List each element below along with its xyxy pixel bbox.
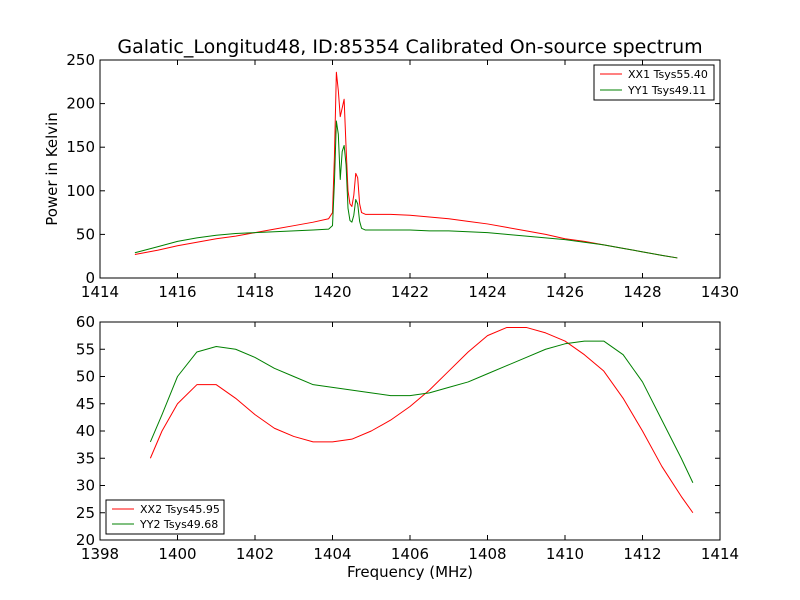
series-line-yy2 — [149, 340, 694, 483]
x-tick-label: 1406 — [391, 545, 429, 563]
bottom-ticks-group: 1398 1400 1402 1404 1406 1408 1410 1412 1414 20 25… — [76, 313, 739, 563]
y-axis-label: Power in Kelvin — [43, 112, 61, 226]
legend-label-xx1: XX1 Tsys55.40 — [628, 68, 708, 81]
x-tick-label: 1414 — [81, 283, 119, 301]
legend-label-yy1: YY1 Tsys49.11 — [627, 84, 706, 97]
x-tick-label: 1420 — [313, 283, 351, 301]
y-tick-label: 250 — [66, 51, 95, 69]
x-tick-label: 1422 — [391, 283, 429, 301]
y-tick-label: 30 — [76, 477, 95, 495]
y-tick-label: 55 — [76, 340, 95, 358]
legend-label-xx2: XX2 Tsys45.95 — [140, 503, 220, 516]
y-tick-label: 50 — [76, 225, 95, 243]
series-line-xx1 — [134, 71, 678, 259]
series-line-xx2 — [149, 326, 694, 514]
x-tick-label: 1418 — [236, 283, 274, 301]
x-tick-label: 1430 — [701, 283, 739, 301]
chart-title: Galatic_Longitud48, ID:85354 Calibrated … — [117, 36, 702, 58]
series-line-yy1 — [134, 120, 678, 259]
y-tick-label: 35 — [76, 449, 95, 467]
y-tick-label: 20 — [76, 531, 95, 549]
y-tick-label: 45 — [76, 395, 95, 413]
x-tick-label: 1408 — [468, 545, 506, 563]
x-tick-label: 1402 — [236, 545, 274, 563]
x-tick-label: 1404 — [313, 545, 351, 563]
x-axis-label: Frequency (MHz) — [347, 563, 473, 581]
x-tick-label: 1414 — [701, 545, 739, 563]
x-tick-label: 1398 — [81, 545, 119, 563]
legend-frame — [105, 499, 225, 535]
bottom-series-group — [149, 326, 694, 514]
x-tick-label: 1416 — [158, 283, 196, 301]
y-tick-label: 60 — [76, 313, 95, 331]
y-tick-label: 40 — [76, 422, 95, 440]
y-tick-label: 100 — [66, 182, 95, 200]
y-tick-label: 200 — [66, 95, 95, 113]
x-tick-label: 1428 — [623, 283, 661, 301]
x-tick-label: 1426 — [546, 283, 584, 301]
y-tick-label: 25 — [76, 504, 95, 522]
top-ticks-group: 1414 1416 1418 1420 1422 1424 1426 1428 1430 0 50 1… — [66, 51, 739, 301]
bottom-legend: XX2 Tsys45.95 YY2 Tsys49.68 — [105, 499, 225, 535]
top-series-group — [134, 71, 678, 259]
legend-frame — [593, 64, 715, 101]
y-tick-label: 50 — [76, 368, 95, 386]
top-legend: XX1 Tsys55.40 YY1 Tsys49.11 — [593, 64, 715, 101]
legend-label-yy2: YY2 Tsys49.68 — [139, 518, 218, 531]
x-tick-label: 1424 — [468, 283, 506, 301]
y-tick-label: 0 — [85, 269, 95, 287]
x-tick-label: 1400 — [158, 545, 196, 563]
top-plot-panel: Galatic_Longitud48, ID:85354 Calibrated … — [43, 36, 739, 301]
y-tick-label: 150 — [66, 138, 95, 156]
x-tick-label: 1410 — [546, 545, 584, 563]
x-tick-label: 1412 — [623, 545, 661, 563]
bottom-plot-panel: Frequency (MHz) 1398 1400 1402 1404 1406 1408… — [76, 313, 739, 581]
